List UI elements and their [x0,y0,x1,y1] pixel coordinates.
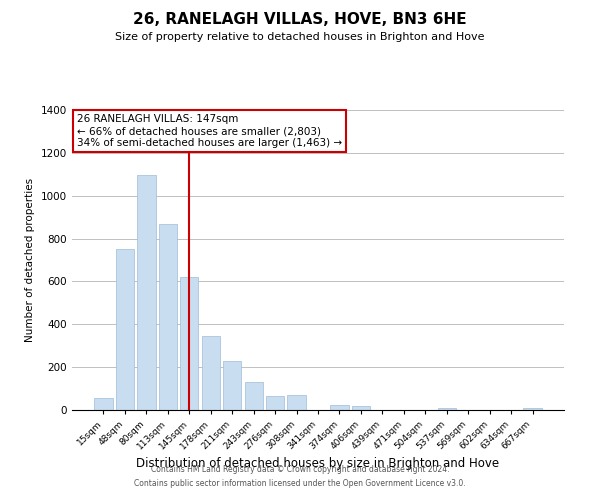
Bar [287,395,305,410]
Text: Size of property relative to detached houses in Brighton and Hove: Size of property relative to detached ho… [115,32,485,42]
Bar [223,361,241,410]
Bar [331,404,349,410]
Bar [116,250,134,410]
Bar [180,277,199,410]
Bar [266,396,284,410]
Bar [352,406,370,410]
Bar [245,382,263,410]
Text: Contains HM Land Registry data © Crown copyright and database right 2024.
Contai: Contains HM Land Registry data © Crown c… [134,466,466,487]
Bar [202,336,220,410]
Bar [437,408,456,410]
Text: Distribution of detached houses by size in Brighton and Hove: Distribution of detached houses by size … [136,458,500,470]
Bar [137,176,155,410]
Text: 26, RANELAGH VILLAS, HOVE, BN3 6HE: 26, RANELAGH VILLAS, HOVE, BN3 6HE [133,12,467,28]
Bar [159,224,177,410]
Bar [523,408,542,410]
Bar [94,398,113,410]
Text: 26 RANELAGH VILLAS: 147sqm
← 66% of detached houses are smaller (2,803)
34% of s: 26 RANELAGH VILLAS: 147sqm ← 66% of deta… [77,114,342,148]
Y-axis label: Number of detached properties: Number of detached properties [25,178,35,342]
